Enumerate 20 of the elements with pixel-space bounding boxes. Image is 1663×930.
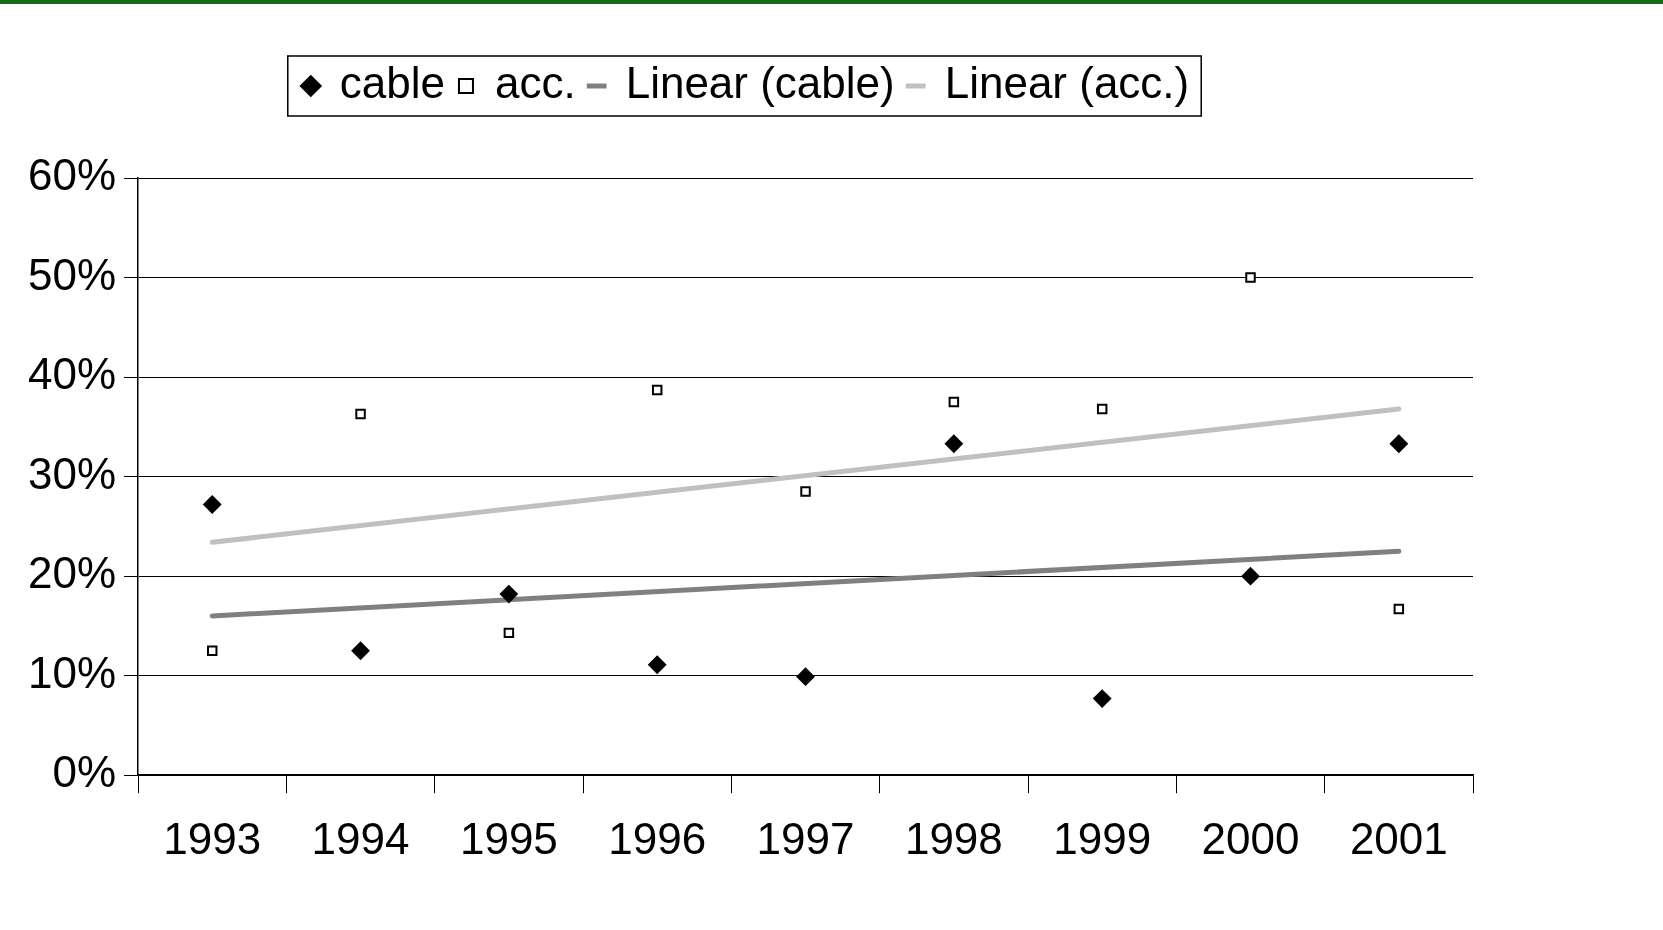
y-tick-label: 0% [52,747,117,797]
legend-label: acc. [494,58,576,108]
x-tick-label: 1995 [459,813,558,863]
y-tick-label: 10% [27,647,117,697]
y-tick-label: 20% [27,548,117,598]
y-tick-label: 60% [27,150,117,200]
x-tick-label: 1993 [163,813,262,863]
legend-label: cable [339,58,445,108]
x-tick-label: 2000 [1201,813,1300,863]
x-tick-label: 1997 [756,813,855,863]
y-tick-label: 50% [27,249,117,299]
legend-label: Linear (acc.) [944,58,1190,108]
x-tick-label: 1998 [904,813,1003,863]
y-tick-label: 40% [27,349,117,399]
x-tick-label: 2001 [1349,813,1448,863]
x-tick-label: 1996 [608,813,707,863]
y-tick-label: 30% [27,448,117,498]
x-tick-label: 1999 [1053,813,1152,863]
x-tick-label: 1994 [311,813,410,863]
legend-label: Linear (cable) [625,58,895,108]
